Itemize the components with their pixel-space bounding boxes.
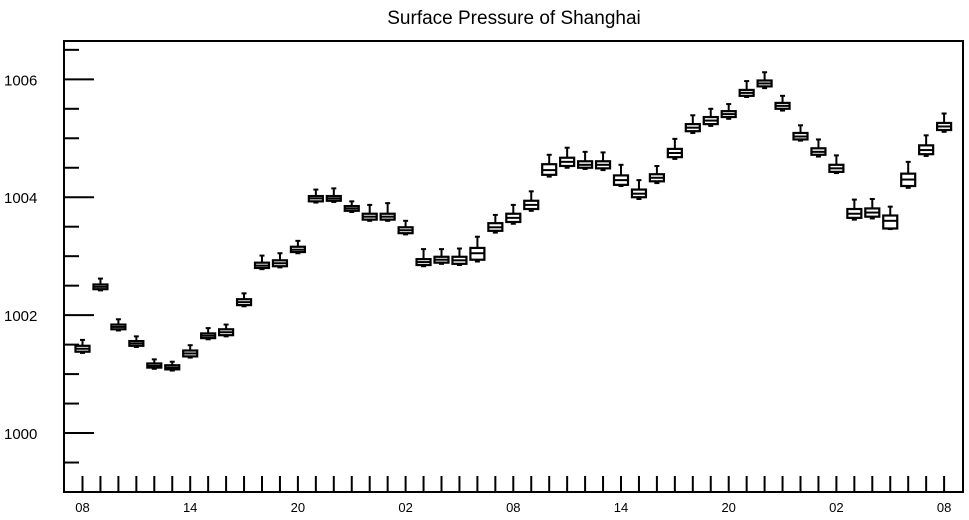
box-mark [882, 205, 899, 231]
box-mark [253, 254, 271, 271]
box-mark [451, 247, 468, 267]
y-tick-label: 1002 [4, 308, 37, 325]
box-mark [576, 150, 594, 170]
box-mark [684, 114, 701, 134]
box-mark [325, 187, 342, 203]
box-mark [469, 235, 486, 263]
box-mark [594, 151, 612, 172]
box-mark [146, 358, 163, 370]
box-mark [343, 200, 360, 213]
x-tick-label: 08 [937, 500, 951, 515]
box-mark [487, 213, 504, 234]
box-series [74, 71, 953, 372]
y-tick-label: 1000 [4, 426, 37, 443]
box-mark [846, 198, 863, 221]
y-tick-label: 1006 [4, 72, 37, 89]
box-mark [702, 107, 719, 127]
box-mark [128, 335, 145, 348]
x-tick-label: 08 [75, 500, 89, 515]
box-mark [505, 203, 522, 225]
box-mark [792, 124, 809, 142]
box-mark [379, 202, 396, 222]
box-mark [720, 103, 737, 120]
box-mark [307, 188, 324, 204]
box-mark [541, 153, 558, 178]
box-mark [864, 197, 881, 220]
x-tick-label: 02 [829, 500, 843, 515]
box-mark [289, 239, 306, 255]
x-axis: 08 14 20 02 08 14 20 02 08 [75, 476, 951, 515]
box-mark [397, 219, 414, 236]
chart-title: Surface Pressure of Shanghai [387, 8, 641, 29]
box-mark [235, 292, 253, 308]
x-tick-label: 02 [398, 500, 412, 515]
x-tick-label: 08 [506, 500, 520, 515]
box-mark [648, 164, 666, 185]
box-body [882, 214, 899, 230]
box-mark [523, 190, 540, 212]
y-axis: 10001002100410061008 [4, 48, 94, 464]
box-mark [415, 248, 432, 268]
box-mark [559, 146, 576, 169]
box-mark [756, 71, 773, 90]
x-tick-label: 20 [721, 500, 735, 515]
box-mark [200, 327, 217, 341]
box-mark [361, 203, 378, 222]
box-mark [74, 338, 91, 354]
box-mark [630, 179, 648, 200]
box-mark [110, 318, 127, 332]
x-tick-label: 20 [291, 500, 305, 515]
box-mark [612, 163, 630, 188]
box-mark [810, 138, 827, 158]
box-mark [900, 160, 917, 189]
x-tick-label: 14 [614, 500, 628, 515]
box-mark [218, 323, 235, 338]
y-tick-label: 1004 [4, 190, 37, 207]
box-mark [918, 134, 935, 157]
box-mark [433, 248, 450, 265]
box-mark [164, 360, 181, 372]
box-mark [92, 277, 109, 292]
box-mark [774, 94, 791, 112]
box-mark [935, 112, 953, 133]
box-mark [828, 154, 845, 175]
box-mark [182, 344, 199, 359]
box-mark [666, 137, 683, 160]
box-mark [271, 252, 289, 269]
plot-frame [63, 40, 964, 493]
x-tick-label: 14 [183, 500, 197, 515]
box-mark [738, 80, 755, 99]
